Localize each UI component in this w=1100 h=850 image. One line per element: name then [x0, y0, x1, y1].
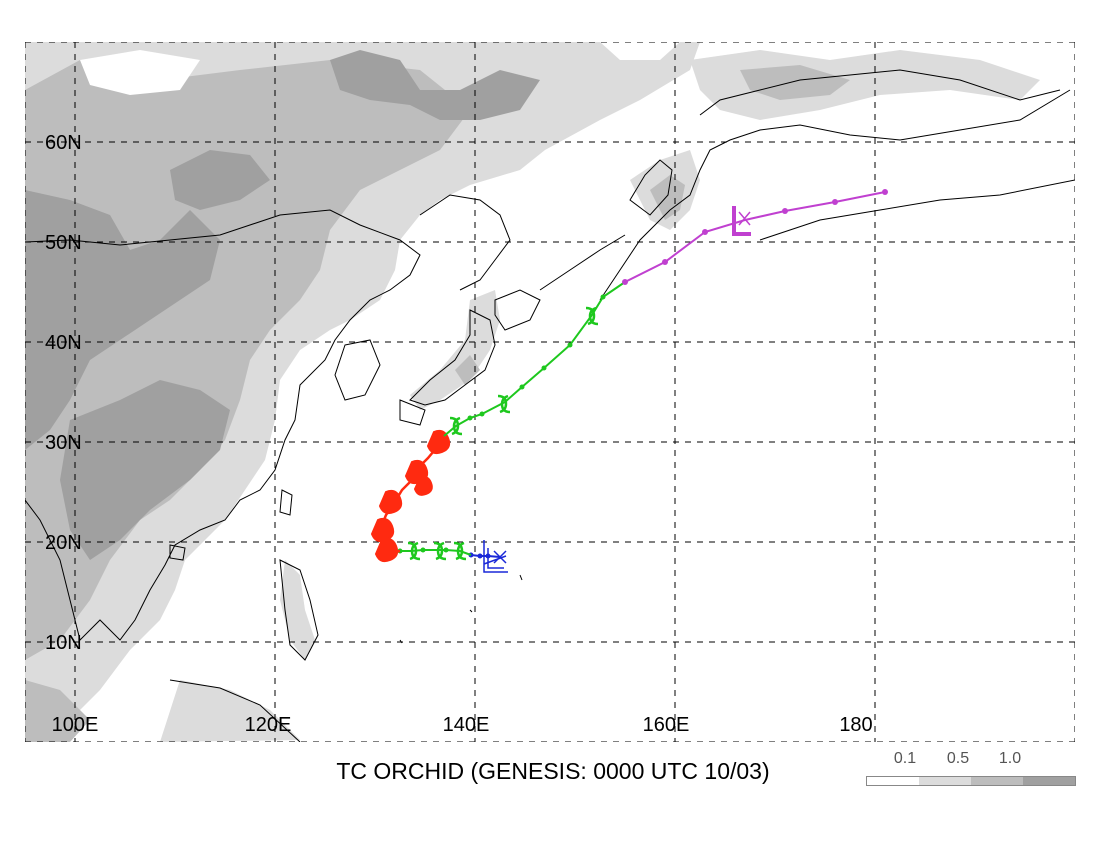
legend-swatch	[867, 777, 919, 785]
storm-symbols-1	[407, 541, 467, 561]
lon-label: 180	[839, 714, 872, 736]
legend-tick-label: 1.0	[998, 750, 1022, 767]
shading-legend: 0.1 0.5 1.0	[866, 746, 1076, 786]
lat-label: 10N	[45, 632, 82, 654]
graticule	[25, 42, 1075, 742]
lat-label: 20N	[45, 532, 82, 554]
legend-tick-label: 0.5	[946, 750, 970, 767]
genesis-marker	[483, 540, 508, 573]
lon-label: 100E	[52, 714, 99, 736]
lon-label: 160E	[643, 714, 690, 736]
cyclone-track	[370, 189, 888, 573]
track-extratropical-points	[622, 189, 888, 285]
legend-tick-label: 0.1	[893, 750, 917, 767]
terrain-shading	[25, 42, 1040, 742]
lat-label: 50N	[45, 232, 82, 254]
map-title-text: TC ORCHID (GENESIS: 0000 UTC 10/03)	[336, 758, 770, 784]
map-frame	[25, 42, 1075, 742]
legend-swatch	[971, 777, 1023, 785]
legend-colorbar	[866, 776, 1076, 786]
dissipation-marker	[732, 206, 751, 236]
latitude-labels: 60N 50N 40N 30N 20N 10N	[45, 132, 82, 654]
longitude-labels: 100E 120E 140E 160E 180	[52, 714, 873, 736]
storm-symbols-2	[449, 306, 599, 436]
legend-swatch	[1023, 777, 1075, 785]
lat-label: 30N	[45, 432, 82, 454]
lat-label: 40N	[45, 332, 82, 354]
legend-swatch	[919, 777, 971, 785]
lon-label: 120E	[245, 714, 292, 736]
lon-label: 140E	[443, 714, 490, 736]
lat-label: 60N	[45, 132, 82, 154]
map-title: TC ORCHID (GENESIS: 0000 UTC 10/03)	[0, 758, 1100, 785]
legend-ticks: 0.1 0.5 1.0	[866, 750, 1076, 768]
typhoon-symbols	[370, 429, 451, 563]
coastlines	[25, 69, 1075, 742]
